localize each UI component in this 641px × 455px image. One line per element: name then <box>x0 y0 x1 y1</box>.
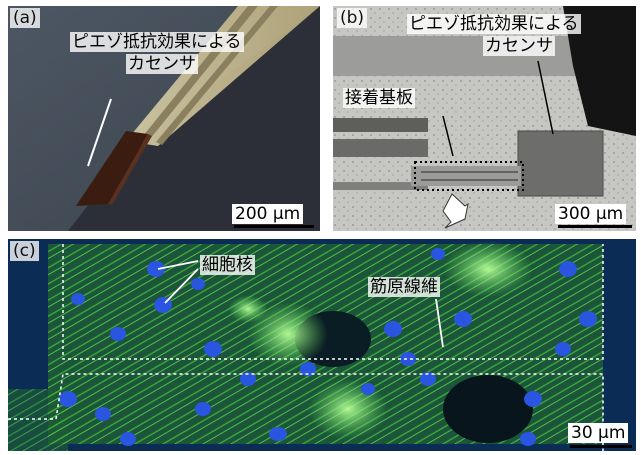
panel-a-label: (a) <box>10 8 40 28</box>
panel-c-fiber-label: 筋原線維 <box>368 277 440 297</box>
panel-a-scale-bar-label: 200 μm <box>232 204 304 224</box>
panel-c-fluorescence: (c) 細胞核 筋原線維 30 μm <box>8 239 636 451</box>
panel-b-substrate-label: 接着基板 <box>343 88 415 108</box>
panel-b-scale-bar-label: 300 μm <box>555 204 627 224</box>
panel-b-label: (b) <box>337 8 368 28</box>
panel-c-label: (c) <box>10 241 39 261</box>
panel-c-image <box>8 239 636 451</box>
panel-c-scale-bar <box>570 445 632 448</box>
panel-b-annotation-line1: ピエゾ抵抗効果による <box>407 14 581 34</box>
panel-a-annotation-line2: カセンサ <box>126 54 198 74</box>
panel-b-scale-bar <box>558 225 632 228</box>
panel-b-image <box>333 6 636 231</box>
panel-c-scale-bar-label: 30 μm <box>568 423 629 443</box>
panel-a-micrograph: (a) ピエゾ抵抗効果による カセンサ 200 μm <box>8 6 320 231</box>
panel-a-annotation-line1: ピエゾ抵抗効果による <box>70 32 244 52</box>
panel-b-micrograph: (b) ピエゾ抵抗効果による カセンサ 接着基板 300 μm <box>333 6 636 231</box>
panel-b-annotation-line2: カセンサ <box>483 36 555 56</box>
panel-c-nucleus-label: 細胞核 <box>200 255 255 275</box>
panel-a-scale-bar <box>234 225 314 228</box>
